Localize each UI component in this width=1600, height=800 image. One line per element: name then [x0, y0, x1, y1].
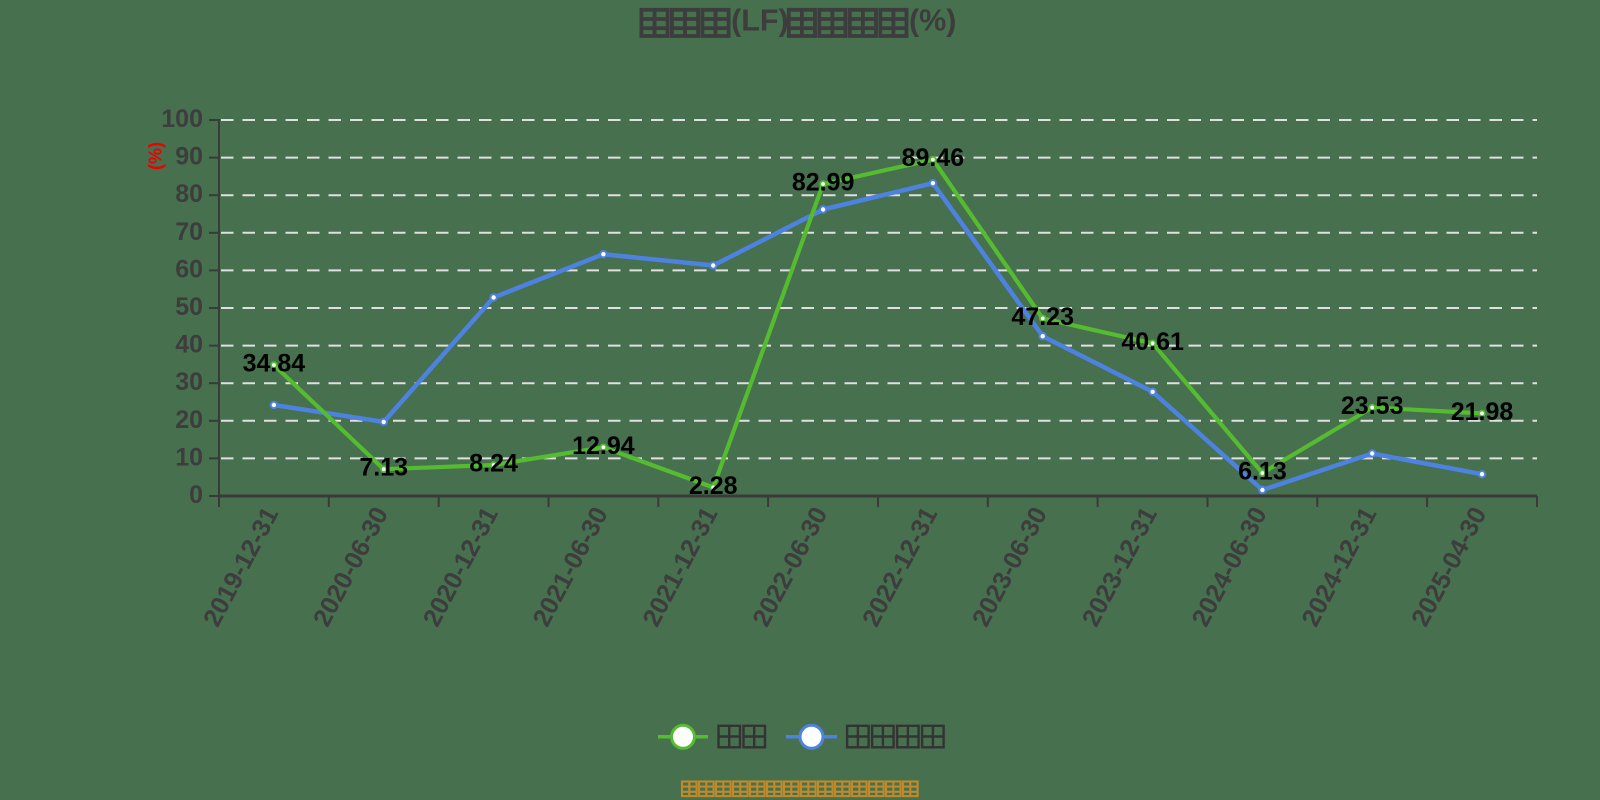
svg-text:47.23: 47.23: [1011, 303, 1074, 331]
svg-text:21.98: 21.98: [1451, 398, 1514, 426]
svg-text:(%): (%): [909, 4, 956, 38]
svg-text:30: 30: [175, 368, 203, 396]
svg-text:(%): (%): [146, 142, 166, 170]
svg-text:7.13: 7.13: [359, 454, 408, 482]
svg-text:80: 80: [175, 180, 203, 208]
svg-text:6.13: 6.13: [1238, 458, 1287, 486]
svg-text:34.84: 34.84: [243, 350, 306, 378]
svg-text:40.61: 40.61: [1121, 328, 1184, 356]
svg-text:40: 40: [175, 331, 203, 359]
svg-text:60: 60: [175, 255, 203, 283]
svg-text:23.53: 23.53: [1341, 392, 1404, 420]
svg-text:90: 90: [175, 143, 203, 171]
svg-text:100: 100: [161, 105, 203, 133]
svg-text:0: 0: [189, 481, 203, 509]
svg-text:12.94: 12.94: [572, 432, 635, 460]
svg-text:89.46: 89.46: [902, 144, 965, 172]
svg-text:82.99: 82.99: [792, 169, 855, 197]
svg-text:2.28: 2.28: [689, 472, 738, 500]
svg-text:70: 70: [175, 218, 203, 246]
svg-text:50: 50: [175, 293, 203, 321]
svg-text:20: 20: [175, 406, 203, 434]
svg-text:10: 10: [175, 443, 203, 471]
svg-text:(LF): (LF): [731, 4, 789, 38]
svg-text:8.24: 8.24: [469, 450, 518, 478]
